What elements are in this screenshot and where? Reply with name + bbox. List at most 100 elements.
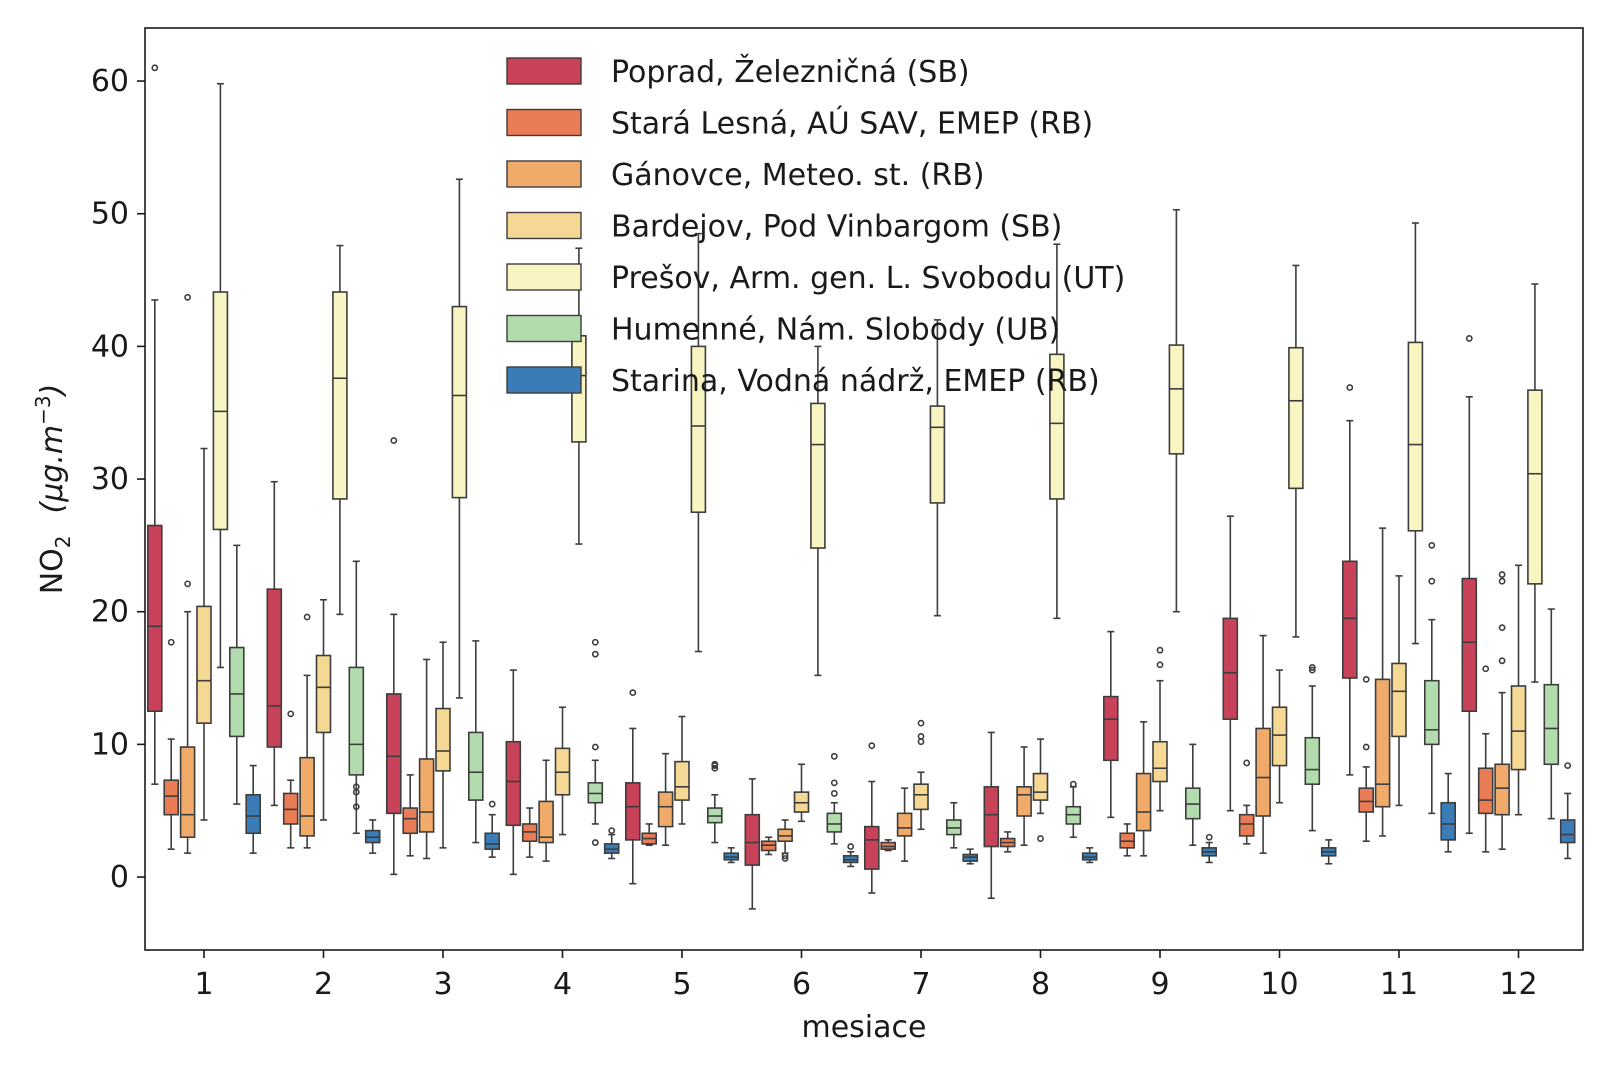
outlier-point [1069,780,1077,788]
plot-area [147,64,1576,910]
box-group [1032,738,1049,842]
box [1255,727,1271,817]
box-group [810,345,826,677]
legend-item: Stará Lesná, AÚ SAV, EMEP (RB) [506,105,1093,142]
box-group [744,778,761,910]
outlier-point [711,760,719,768]
legend-label: Prešov, Arm. gen. L. Svobodu (UT) [611,261,1125,296]
box [744,813,761,866]
legend-swatch [506,366,582,394]
box-group [587,638,604,846]
box-group [842,843,859,868]
outlier-point [591,839,599,846]
box-group [196,447,212,821]
outlier-point [1428,541,1436,549]
x-tick-label: 10 [1260,967,1298,1002]
box-group [690,232,707,653]
box-group [1168,208,1185,613]
y-tick-label: 60 [91,64,129,99]
x-axis: 1 2 3 4 5 6 7 8 9 10 11 12 [194,950,1538,1002]
box-group [1222,515,1239,812]
legend-item: Gánovce, Meteo. st. (RB) [506,158,985,193]
outlier-point [1243,759,1251,767]
box [913,783,929,811]
box-group [1527,283,1543,683]
box [657,791,674,828]
outlier-point [1156,646,1164,654]
series-5 [212,82,1543,699]
outlier-point [1498,571,1506,578]
outlier-point [184,293,191,301]
box [896,812,913,837]
legend-swatch [506,211,582,240]
box [1543,683,1560,766]
outlier-point [1465,335,1473,342]
box [863,825,880,870]
legend-item: Starina, Vodná nádrž, EMEP (RB) [506,364,1100,399]
outlier-point [352,783,360,791]
box [1440,801,1456,841]
box [266,588,283,748]
box [435,707,451,772]
box [1032,772,1049,801]
y-tick-label: 30 [91,462,129,497]
outlier-point [847,843,855,850]
x-tick-label: 7 [911,967,930,1002]
y-tick-label: 40 [91,329,129,364]
box-group [1559,762,1576,860]
box [1559,819,1576,844]
outlier-point [390,437,398,444]
box-group [793,763,810,823]
outlier-point [591,650,599,658]
box-group [1477,665,1494,853]
outlier-point [1362,743,1370,751]
box-group [402,774,419,857]
x-tick-label: 12 [1499,967,1537,1002]
box [1374,678,1391,808]
box [1152,740,1168,783]
box [402,807,419,835]
x-tick-label: 4 [553,967,572,1002]
outlier-point [608,827,616,835]
box-group [1081,847,1098,864]
box [690,345,707,514]
box-group [1016,746,1032,846]
box-group [1510,564,1527,816]
x-tick-label: 3 [433,967,452,1002]
box [484,832,501,850]
legend-swatch [506,263,582,291]
box [147,524,163,713]
legend-label: Stará Lesná, AÚ SAV, EMEP (RB) [611,105,1093,142]
box [1168,344,1185,455]
box [245,793,261,835]
x-tick-label: 11 [1380,967,1418,1002]
box-group [147,64,163,785]
series-6 [229,541,1560,849]
box-group [212,82,229,669]
box [624,782,641,841]
box-group [229,544,245,805]
box-group [945,801,962,849]
box-group [163,638,179,850]
box [348,666,365,776]
box [315,654,332,734]
outlier-point [1498,657,1506,665]
box-group [826,752,843,845]
box-group [1288,264,1304,638]
outlier-point [591,638,599,646]
box-group [1391,575,1407,807]
box [1288,346,1304,490]
box-group [1135,721,1152,857]
box-group [777,819,793,862]
box [1424,679,1440,746]
y-tick-label: 10 [91,727,129,762]
box-group [521,807,538,858]
box [1342,560,1358,679]
box-group [674,715,690,825]
box [1477,767,1494,815]
series-1 [147,64,1478,910]
outlier-point [1156,661,1164,669]
legend-swatch [506,108,582,137]
outlier-point [868,742,876,750]
